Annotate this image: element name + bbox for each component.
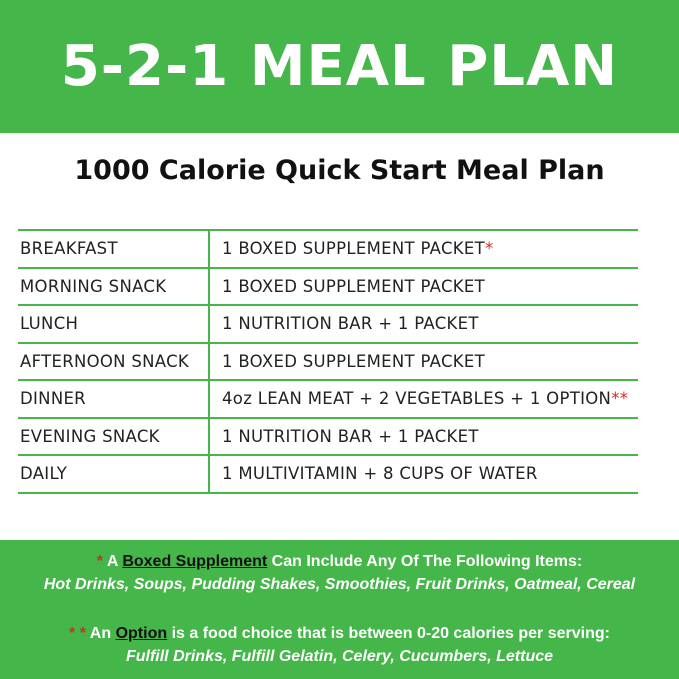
subtitle: 1000 Calorie Quick Start Meal Plan bbox=[74, 155, 605, 186]
plan-text: 1 BOXED SUPPLEMENT PACKET bbox=[222, 351, 486, 371]
note-text: is a food choice that is between 0-20 ca… bbox=[171, 625, 610, 642]
asterisk: * bbox=[96, 553, 104, 570]
meal-plan: 1 BOXED SUPPLEMENT PACKET bbox=[208, 341, 638, 381]
header-banner: 5-2-1 MEAL PLAN bbox=[0, 0, 679, 133]
plan-text: 4oz LEAN MEAT + 2 VEGETABLES + 1 OPTION bbox=[222, 389, 612, 409]
table-row: EVENING SNACK 1 NUTRITION BAR + 1 PACKET bbox=[18, 416, 638, 456]
note-option: * * An Option is a food choice that is b… bbox=[0, 622, 679, 645]
option-items-list: Fulfill Drinks, Fulfill Gelatin, Celery,… bbox=[125, 648, 554, 665]
note-boxed-supplement: * A Boxed Supplement Can Include Any Of … bbox=[0, 550, 679, 573]
term-boxed-supplement: Boxed Supplement bbox=[122, 553, 268, 570]
meal-name: MORNING SNACK bbox=[18, 266, 209, 306]
meal-plan: 1 NUTRITION BAR + 1 PACKET bbox=[208, 304, 638, 344]
meal-name: AFTERNOON SNACK bbox=[18, 341, 209, 381]
boxed-items-list: Hot Drinks, Soups, Pudding Shakes, Smoot… bbox=[43, 576, 636, 593]
meal-name: EVENING SNACK bbox=[18, 416, 209, 456]
table-row: LUNCH 1 NUTRITION BAR + 1 PACKET bbox=[18, 304, 638, 344]
term-option: Option bbox=[115, 625, 168, 642]
footer-notes: * A Boxed Supplement Can Include Any Of … bbox=[0, 540, 679, 679]
meal-plan-table: BREAKFAST 1 BOXED SUPPLEMENT PACKET* MORNI… bbox=[18, 229, 638, 494]
meal-plan: 1 BOXED SUPPLEMENT PACKET* bbox=[208, 229, 638, 269]
note-text: A bbox=[106, 553, 118, 570]
table-row: MORNING SNACK 1 BOXED SUPPLEMENT PACKET bbox=[18, 266, 638, 306]
asterisk: * bbox=[485, 239, 494, 259]
meal-plan: 1 BOXED SUPPLEMENT PACKET bbox=[208, 266, 638, 306]
meal-name: LUNCH bbox=[18, 304, 209, 344]
meal-plan: 1 MULTIVITAMIN + 8 CUPS OF WATER bbox=[208, 454, 638, 494]
asterisk: ** bbox=[611, 389, 629, 409]
meal-name: BREAKFAST bbox=[18, 229, 209, 269]
table-row: AFTERNOON SNACK 1 BOXED SUPPLEMENT PACKET bbox=[18, 341, 638, 381]
meal-plan: 1 NUTRITION BAR + 1 PACKET bbox=[208, 416, 638, 456]
plan-text: 1 NUTRITION BAR + 1 PACKET bbox=[222, 426, 479, 446]
plan-text: 1 BOXED SUPPLEMENT PACKET bbox=[222, 239, 486, 259]
page-title: 5-2-1 MEAL PLAN bbox=[60, 34, 619, 99]
plan-text: 1 BOXED SUPPLEMENT PACKET bbox=[222, 276, 486, 296]
plan-text: 1 MULTIVITAMIN + 8 CUPS OF WATER bbox=[222, 464, 538, 484]
table-row: DAILY 1 MULTIVITAMIN + 8 CUPS OF WATER bbox=[18, 454, 638, 494]
meal-plan: 4oz LEAN MEAT + 2 VEGETABLES + 1 OPTION*… bbox=[208, 379, 638, 419]
note-text: Can Include Any Of The Following Items: bbox=[271, 553, 583, 570]
asterisk: * * bbox=[69, 625, 86, 642]
table-row: BREAKFAST 1 BOXED SUPPLEMENT PACKET* bbox=[18, 229, 638, 269]
table-row: DINNER 4oz LEAN MEAT + 2 VEGETABLES + 1 O… bbox=[18, 379, 638, 419]
note-text: An bbox=[89, 625, 112, 642]
meal-name: DINNER bbox=[18, 379, 209, 419]
plan-text: 1 NUTRITION BAR + 1 PACKET bbox=[222, 314, 479, 334]
meal-name: DAILY bbox=[18, 454, 209, 494]
